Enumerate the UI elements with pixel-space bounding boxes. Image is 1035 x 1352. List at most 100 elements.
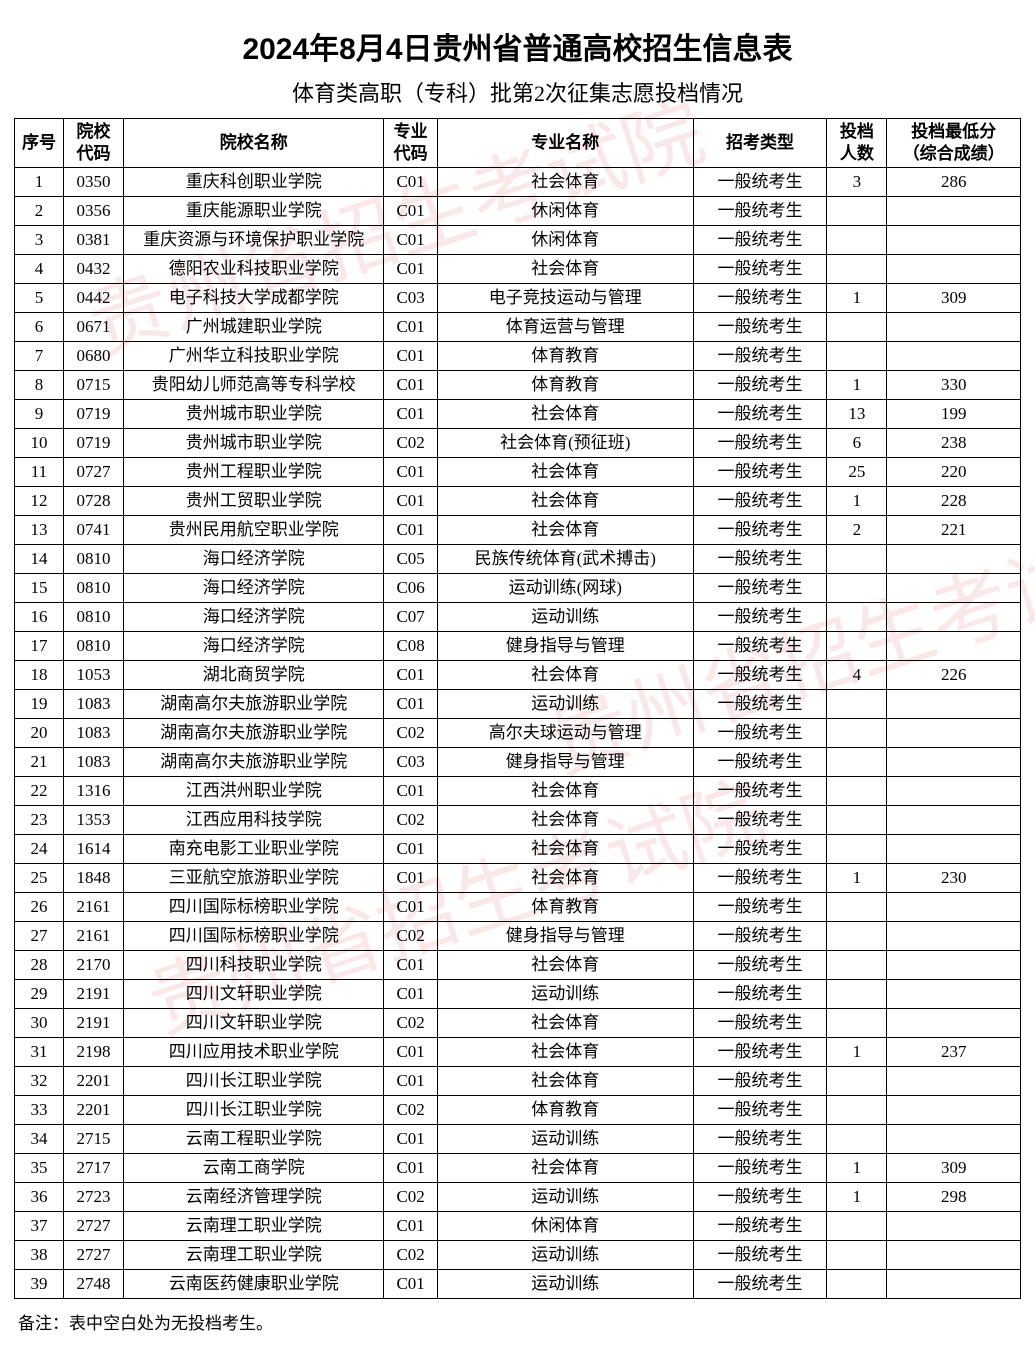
table-cell: 一般统考生 <box>693 371 827 400</box>
table-cell: 运动训练(网球) <box>437 574 693 603</box>
table-cell: 1353 <box>63 806 123 835</box>
table-cell: C01 <box>384 255 437 284</box>
table-cell <box>887 748 1021 777</box>
table-cell: 贵州民用航空职业学院 <box>124 516 384 545</box>
table-cell: 一般统考生 <box>693 1212 827 1241</box>
table-cell: 江西应用科技学院 <box>124 806 384 835</box>
table-cell <box>827 777 887 806</box>
table-cell: 电子竞技运动与管理 <box>437 284 693 313</box>
table-cell: C02 <box>384 719 437 748</box>
table-cell <box>827 574 887 603</box>
table-cell: 0719 <box>63 400 123 429</box>
table-cell: 广州华立科技职业学院 <box>124 342 384 371</box>
table-cell: 社会体育 <box>437 400 693 429</box>
table-cell: C02 <box>384 806 437 835</box>
table-cell: 健身指导与管理 <box>437 748 693 777</box>
table-cell: C01 <box>384 458 437 487</box>
table-cell: C01 <box>384 1067 437 1096</box>
table-cell: 一般统考生 <box>693 951 827 980</box>
table-cell: 0432 <box>63 255 123 284</box>
table-cell: C03 <box>384 748 437 777</box>
table-cell: 一般统考生 <box>693 1009 827 1038</box>
table-cell: 38 <box>15 1241 64 1270</box>
table-cell: 社会体育 <box>437 951 693 980</box>
table-cell: 一般统考生 <box>693 429 827 458</box>
table-row: 372727云南理工职业学院C01休闲体育一般统考生 <box>15 1212 1021 1241</box>
table-cell: 一般统考生 <box>693 1067 827 1096</box>
table-cell: 一般统考生 <box>693 661 827 690</box>
table-row: 282170四川科技职业学院C01社会体育一般统考生 <box>15 951 1021 980</box>
table-cell: 2201 <box>63 1067 123 1096</box>
table-cell: 2170 <box>63 951 123 980</box>
table-cell: 一般统考生 <box>693 1096 827 1125</box>
table-cell: 一般统考生 <box>693 255 827 284</box>
table-cell: 29 <box>15 980 64 1009</box>
table-cell: 体育教育 <box>437 1096 693 1125</box>
table-cell: 运动训练 <box>437 1241 693 1270</box>
table-row: 231353江西应用科技学院C02社会体育一般统考生 <box>15 806 1021 835</box>
table-cell: C01 <box>384 1125 437 1154</box>
table-cell <box>887 922 1021 951</box>
table-cell <box>827 197 887 226</box>
table-cell: 江西洪州职业学院 <box>124 777 384 806</box>
table-cell <box>887 545 1021 574</box>
table-cell <box>887 1009 1021 1038</box>
table-cell <box>827 951 887 980</box>
table-cell: 238 <box>887 429 1021 458</box>
table-cell: 1 <box>827 284 887 313</box>
table-cell: 13 <box>827 400 887 429</box>
table-cell: C01 <box>384 690 437 719</box>
table-cell <box>887 226 1021 255</box>
table-cell <box>827 748 887 777</box>
admissions-table: 序号院校代码院校名称专业代码专业名称招考类型投档人数投档最低分（综合成绩） 10… <box>14 118 1021 1299</box>
table-cell: 运动训练 <box>437 1270 693 1299</box>
table-cell: C03 <box>384 284 437 313</box>
table-cell: 1083 <box>63 748 123 777</box>
table-cell <box>827 806 887 835</box>
table-cell: 1053 <box>63 661 123 690</box>
table-cell: C02 <box>384 1241 437 1270</box>
table-cell: 0671 <box>63 313 123 342</box>
table-cell: 一般统考生 <box>693 197 827 226</box>
table-row: 50442电子科技大学成都学院C03电子竞技运动与管理一般统考生1309 <box>15 284 1021 313</box>
table-cell: 22 <box>15 777 64 806</box>
table-cell: 35 <box>15 1154 64 1183</box>
table-cell: 36 <box>15 1183 64 1212</box>
table-cell: C01 <box>384 980 437 1009</box>
table-row: 272161四川国际标榜职业学院C02健身指导与管理一般统考生 <box>15 922 1021 951</box>
table-cell: 1083 <box>63 690 123 719</box>
table-cell: 一般统考生 <box>693 922 827 951</box>
table-cell <box>887 690 1021 719</box>
table-cell: 1 <box>827 371 887 400</box>
table-cell: C01 <box>384 226 437 255</box>
table-row: 292191四川文轩职业学院C01运动训练一般统考生 <box>15 980 1021 1009</box>
column-header: 序号 <box>15 119 64 168</box>
table-cell: C01 <box>384 661 437 690</box>
table-cell: 19 <box>15 690 64 719</box>
table-cell: 13 <box>15 516 64 545</box>
column-header: 专业代码 <box>384 119 437 168</box>
table-cell: 2723 <box>63 1183 123 1212</box>
table-cell <box>887 980 1021 1009</box>
table-cell: 31 <box>15 1038 64 1067</box>
table-cell <box>827 922 887 951</box>
page-subtitle: 体育类高职（专科）批第2次征集志愿投档情况 <box>14 76 1021 108</box>
table-row: 352717云南工商学院C01社会体育一般统考生1309 <box>15 1154 1021 1183</box>
table-cell: 一般统考生 <box>693 226 827 255</box>
table-cell: 6 <box>827 429 887 458</box>
table-cell: 社会体育 <box>437 168 693 197</box>
table-cell: 1316 <box>63 777 123 806</box>
column-header: 招考类型 <box>693 119 827 168</box>
table-cell: C01 <box>384 1154 437 1183</box>
table-cell: 海口经济学院 <box>124 603 384 632</box>
table-cell: 0356 <box>63 197 123 226</box>
table-cell: 28 <box>15 951 64 980</box>
table-row: 382727云南理工职业学院C02运动训练一般统考生 <box>15 1241 1021 1270</box>
table-cell <box>887 777 1021 806</box>
table-cell: 10 <box>15 429 64 458</box>
table-cell: 4 <box>827 661 887 690</box>
table-cell <box>887 1067 1021 1096</box>
table-cell: 16 <box>15 603 64 632</box>
table-cell: 2748 <box>63 1270 123 1299</box>
table-cell <box>887 342 1021 371</box>
